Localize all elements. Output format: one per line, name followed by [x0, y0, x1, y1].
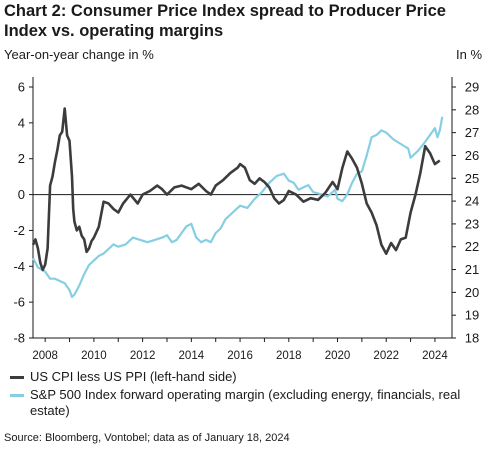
left-tick-label: 6 — [18, 80, 25, 95]
left-tick-label: -4 — [13, 259, 25, 274]
right-axis-ticks: 29 28 27 26 25 24 23 22 21 20 19 18 — [452, 80, 479, 346]
left-tick-label: 0 — [18, 187, 25, 202]
right-tick-label: 27 — [465, 125, 479, 140]
right-tick-label: 22 — [465, 239, 479, 254]
x-tick-label: 2008 — [32, 350, 58, 362]
x-tick-label: 2014 — [179, 350, 205, 362]
legend-label-margin: S&P 500 Index forward operating margin (… — [30, 387, 461, 418]
series-lines — [31, 107, 444, 298]
legend-swatch-margin — [10, 394, 24, 397]
x-tick-label: 2010 — [81, 350, 107, 362]
right-tick-label: 29 — [465, 80, 479, 95]
left-tick-label: -2 — [13, 223, 25, 238]
x-tick-label: 2022 — [373, 350, 399, 362]
right-tick-label: 24 — [465, 194, 479, 209]
chart-title: Chart 2: Consumer Price Index spread to … — [4, 2, 446, 40]
left-axis-label: Year-on-year change in % — [4, 47, 154, 62]
left-tick-label: -8 — [13, 331, 25, 346]
legend-item-margin: S&P 500 Index forward operating margin (… — [10, 387, 490, 419]
legend: US CPI less US PPI (left-hand side) S&P … — [10, 369, 490, 421]
right-tick-label: 26 — [465, 148, 479, 163]
series-line-cpi-spread — [31, 107, 441, 272]
source-note: Source: Bloomberg, Vontobel; data as of … — [4, 432, 290, 444]
x-tick-label: 2012 — [130, 350, 156, 362]
x-axis-ticks: 2008 2010 2012 2014 2016 2018 2020 2022 2024 — [32, 338, 448, 362]
x-tick-label: 2020 — [325, 350, 351, 362]
right-tick-label: 19 — [465, 308, 479, 323]
left-tick-label: 2 — [18, 151, 25, 166]
left-tick-label: -6 — [13, 295, 25, 310]
right-tick-label: 25 — [465, 171, 479, 186]
right-tick-label: 20 — [465, 285, 479, 300]
right-tick-label: 23 — [465, 216, 479, 231]
right-tick-label: 28 — [465, 102, 479, 117]
x-tick-label: 2016 — [227, 350, 253, 362]
legend-swatch-cpi-spread — [10, 376, 24, 379]
right-axis-label: In % — [455, 47, 482, 62]
right-tick-label: 21 — [465, 262, 479, 277]
series-line-margin — [32, 116, 444, 298]
plot-frame — [32, 77, 453, 339]
left-tick-label: 4 — [18, 115, 25, 130]
x-tick-label: 2018 — [276, 350, 302, 362]
legend-item-cpi-spread: US CPI less US PPI (left-hand side) — [10, 369, 490, 385]
right-tick-label: 18 — [465, 331, 479, 346]
left-axis-ticks: 6 4 2 0 -2 -4 -6 -8 — [13, 80, 33, 346]
x-tick-label: 2024 — [422, 350, 448, 362]
legend-label-cpi-spread: US CPI less US PPI (left-hand side) — [30, 369, 237, 384]
